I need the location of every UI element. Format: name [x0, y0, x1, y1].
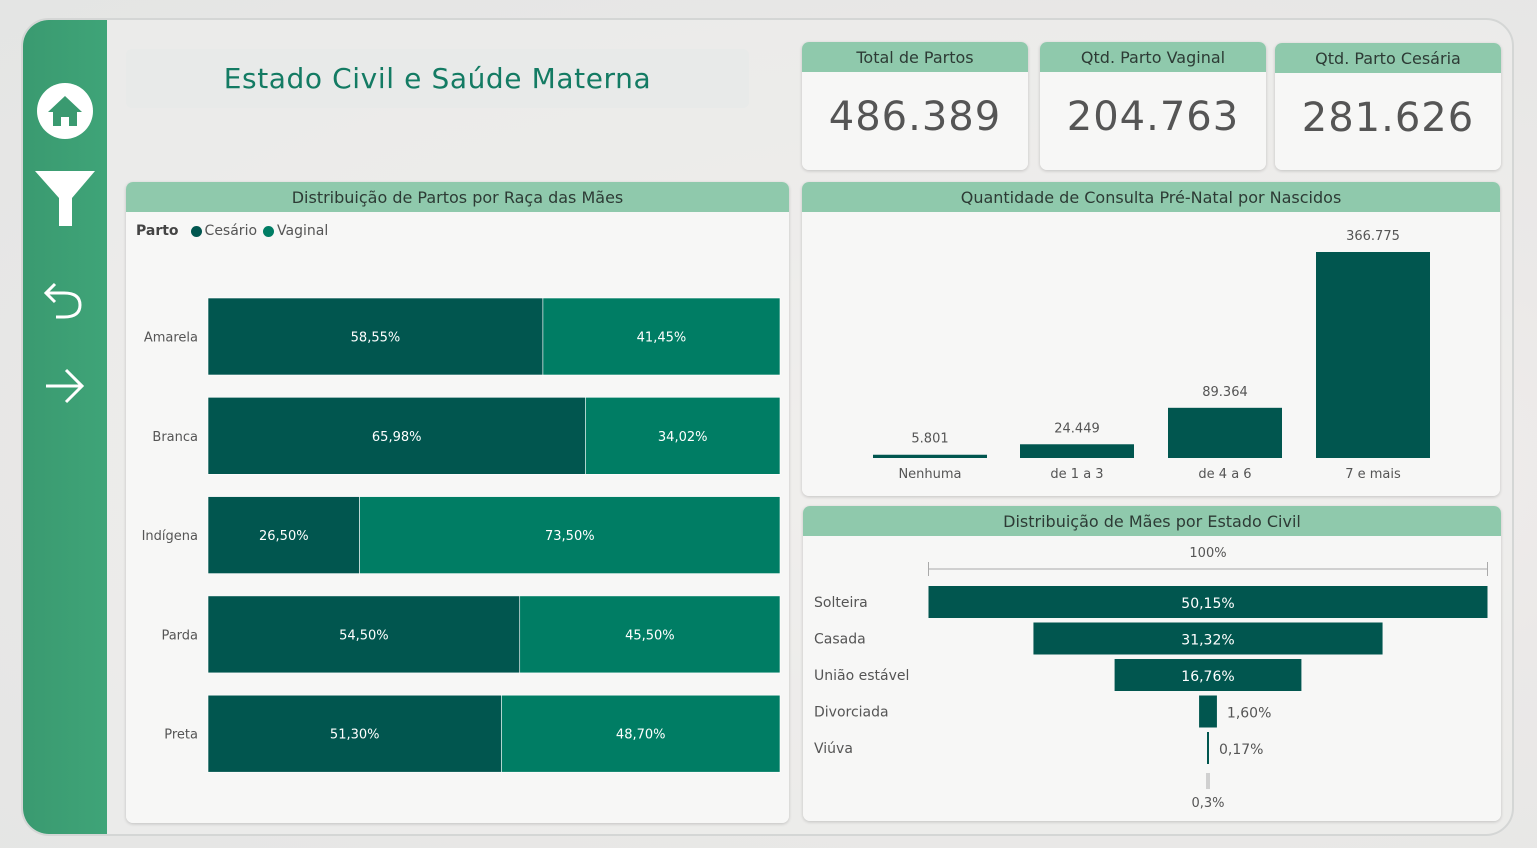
right-arrow-icon[interactable]	[23, 363, 107, 409]
data-label: 45,50%	[625, 628, 675, 643]
column-bar	[1020, 444, 1134, 458]
bar-segment-cesário	[207, 496, 360, 574]
category-label: 7 e mais	[1345, 467, 1401, 482]
marital-funnel-card: Distribuição de Mães por Estado Civil 10…	[803, 506, 1501, 821]
chart-title: Distribuição de Partos por Raça das Mães	[126, 182, 789, 212]
filter-icon[interactable]	[23, 170, 107, 228]
funnel-bar	[1199, 695, 1217, 728]
legend-dot-cesario	[190, 225, 202, 237]
category-label: União estável	[814, 668, 909, 684]
column-bar	[1316, 252, 1430, 458]
bar-segment-cesário	[207, 297, 544, 376]
bar-segment-vaginal	[501, 694, 781, 773]
data-label: 34,02%	[658, 430, 708, 445]
data-label: 58,55%	[351, 331, 401, 346]
data-label: 89.364	[1202, 385, 1248, 400]
legend-title: Parto	[136, 223, 179, 239]
data-label: 65,98%	[372, 430, 422, 445]
category-label: de 4 a 6	[1198, 467, 1251, 482]
data-label: 0,17%	[1219, 742, 1263, 758]
sidebar	[23, 20, 107, 834]
legend-label-cesario: Cesário	[204, 223, 258, 239]
kpi-card-total-partos: Total de Partos 486.389	[802, 42, 1028, 170]
category-label: Divorciada	[814, 705, 889, 721]
data-label: 73,50%	[545, 529, 595, 544]
category-label: de 1 a 3	[1050, 467, 1103, 482]
funnel-bar	[1033, 622, 1383, 655]
category-label: Nenhuma	[898, 467, 961, 482]
chart-title: Distribuição de Mães por Estado Civil	[803, 506, 1501, 536]
category-label: Solteira	[814, 595, 868, 611]
kpi-value: 486.389	[828, 94, 1002, 140]
bar-segment-cesário	[207, 694, 502, 773]
data-label: 54,50%	[339, 628, 389, 643]
prenatal-chart: 5.801 Nenhuma 24.449 de 1 a 3 89.364 de 4 a 6…	[873, 229, 1430, 482]
data-label: 48,70%	[616, 728, 666, 743]
kpi-value: 281.626	[1301, 95, 1475, 141]
funnel-bar	[928, 586, 1488, 618]
category-label: Viúva	[814, 741, 853, 757]
kpi-value: 204.763	[1066, 94, 1240, 140]
funnel-top-label: 100%	[1189, 546, 1226, 561]
undo-arrow-icon[interactable]	[23, 277, 107, 323]
chart-legend: Parto Cesário Vaginal	[136, 223, 328, 239]
bar-segment-vaginal	[542, 297, 781, 376]
home-icon[interactable]	[23, 82, 107, 140]
column-bar	[1168, 407, 1282, 458]
data-label: 366.775	[1346, 229, 1400, 244]
kpi-label: Total de Partos	[802, 42, 1028, 72]
race-chart: Amarela 58,55% 41,45% Branca 65,98% 34,02% Ind…	[142, 297, 781, 773]
bar-segment-cesário	[207, 397, 586, 475]
bar-segment-vaginal	[585, 397, 781, 475]
data-label: 41,45%	[637, 331, 687, 346]
kpi-card-parto-cesaria: Qtd. Parto Cesária 281.626	[1275, 43, 1501, 170]
data-label: 50,15%	[1181, 596, 1234, 612]
category-label: Indígena	[142, 529, 198, 544]
data-label: 5.801	[911, 432, 948, 447]
kpi-label: Qtd. Parto Vaginal	[1040, 42, 1266, 72]
data-label: 51,30%	[330, 728, 380, 743]
funnel-bar	[1114, 659, 1302, 691]
column-bar	[873, 454, 987, 458]
kpi-card-parto-vaginal: Qtd. Parto Vaginal 204.763	[1040, 42, 1266, 170]
bar-segment-cesário	[207, 595, 521, 674]
race-chart-card: Distribuição de Partos por Raça das Mães…	[126, 182, 789, 823]
data-label: 1,60%	[1227, 706, 1271, 722]
prenatal-chart-card: Quantidade de Consulta Pré-Natal por Nas…	[802, 182, 1500, 496]
funnel-bar	[1207, 732, 1209, 764]
data-label: 16,76%	[1181, 669, 1234, 685]
funnel-bottom-label: 0,3%	[1191, 796, 1224, 811]
category-label: Casada	[814, 632, 866, 648]
category-label: Amarela	[144, 331, 198, 346]
data-label: 26,50%	[259, 529, 309, 544]
data-label: 24.449	[1054, 421, 1100, 436]
category-label: Branca	[152, 430, 198, 445]
page-title: Estado Civil e Saúde Materna	[126, 49, 749, 108]
legend-label-vaginal: Vaginal	[277, 223, 329, 239]
legend-dot-vaginal	[263, 225, 275, 237]
bar-segment-vaginal	[519, 595, 781, 674]
data-label: 31,32%	[1181, 633, 1234, 649]
chart-title: Quantidade de Consulta Pré-Natal por Nas…	[802, 182, 1500, 212]
marital-funnel-chart: 100% Solteira 50,15% Casada 31,32% União está…	[814, 546, 1488, 811]
bar-segment-vaginal	[359, 496, 781, 574]
category-label: Parda	[161, 628, 198, 643]
category-label: Preta	[164, 728, 198, 743]
kpi-label: Qtd. Parto Cesária	[1275, 43, 1501, 73]
